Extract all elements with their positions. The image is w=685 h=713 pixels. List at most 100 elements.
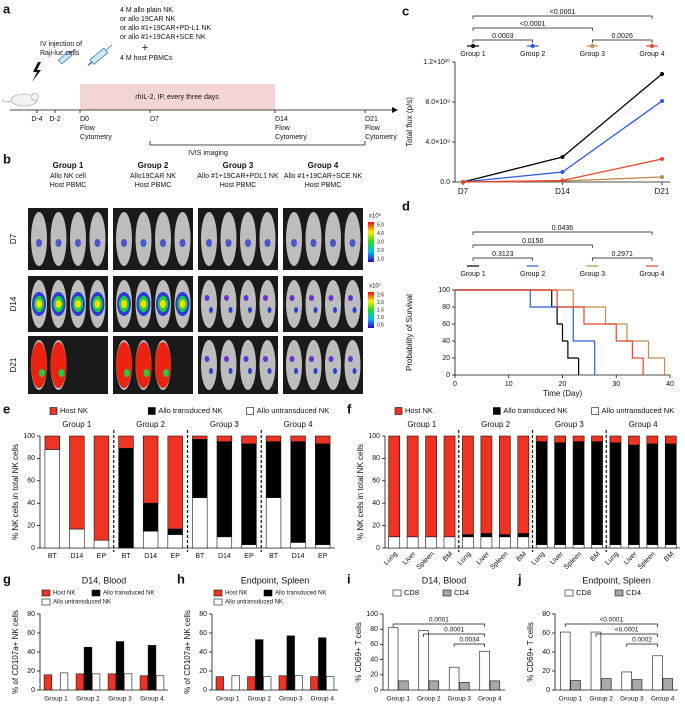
scale-tick: 1.0: [377, 315, 384, 321]
signal: [328, 356, 334, 362]
bar-segment: [535, 441, 548, 545]
legend-swatch: [614, 589, 624, 597]
flow-label: Flow: [275, 125, 291, 132]
y-tick-label: 8.0×10⁹: [425, 99, 450, 106]
x-tick-label: Liver: [475, 550, 491, 566]
y-tick-label: 40: [199, 649, 207, 656]
comparison-label: 0.0002: [632, 637, 652, 644]
x-tick-label: Group 3: [448, 696, 472, 703]
x-tick-label: Group 1: [387, 696, 411, 703]
legend-label: Allo transduced NK: [503, 406, 567, 415]
signal: [75, 300, 81, 308]
group-line: Allo #1+19CAR+PDL1 NK: [197, 173, 279, 180]
bar-segment: [517, 435, 530, 534]
signal: [160, 239, 166, 247]
signal: [310, 239, 317, 247]
signal: [309, 356, 314, 362]
x-tick-label: D14: [555, 187, 570, 196]
comparison-bracket: [591, 257, 653, 261]
bar-segment: [167, 435, 183, 530]
bar: [590, 631, 602, 691]
bar-segment: [517, 536, 530, 549]
bar-segment: [425, 536, 437, 549]
mouse: [259, 280, 276, 328]
signal: [31, 342, 47, 388]
group-name: Group 2: [138, 161, 169, 170]
bar-segment: [93, 435, 110, 541]
legend-marker: [590, 44, 595, 48]
pbmc-text: 4 M host PBMCs: [120, 55, 173, 62]
y-tick-label: 20: [372, 522, 380, 529]
scale-unit: x10⁵: [369, 213, 382, 220]
bar: [43, 674, 53, 691]
signal: [58, 369, 65, 377]
y-tick-label: 20: [370, 672, 378, 679]
bar-segment: [290, 542, 306, 549]
signal: [204, 295, 210, 301]
signal: [289, 356, 295, 362]
survival-step: [567, 341, 579, 359]
x-tick-label: Group 4: [311, 696, 335, 703]
bar: [147, 645, 157, 691]
point: [660, 175, 664, 179]
bar: [652, 655, 663, 691]
signal: [309, 295, 314, 301]
scale-tick: 2.0: [377, 300, 384, 306]
group-label: Group 1: [407, 420, 436, 429]
x-tick-label: EP: [171, 553, 181, 560]
comparison-bracket: [472, 244, 593, 248]
y-tick-label: 60: [442, 321, 450, 328]
signal: [328, 295, 334, 301]
mouse: [220, 280, 237, 328]
bar: [448, 666, 460, 691]
colorbar: [368, 292, 374, 328]
comparison-bracket: [591, 39, 653, 43]
panel-label: h: [177, 571, 185, 586]
bar-segment: [44, 449, 60, 549]
bar: [91, 673, 101, 691]
signal: [50, 342, 67, 388]
bar: [398, 680, 409, 691]
point: [560, 155, 565, 159]
y-tick-label: 0.0: [440, 179, 450, 186]
group-label: Group 1: [62, 420, 91, 429]
legend-marker: [650, 44, 654, 48]
y-tick-label: 20: [27, 522, 35, 529]
y-tick-label: 80: [372, 455, 380, 462]
legend-swatch: [41, 598, 51, 606]
group-line: Host PBMC: [50, 182, 87, 189]
x-tick-label: Group 4: [478, 696, 502, 703]
legend-swatch: [394, 407, 403, 415]
x-tick-label: D21: [655, 187, 670, 196]
bar: [139, 675, 149, 691]
y-axis-label: % NK cells in total NK cells: [11, 444, 20, 540]
panel-label: i: [347, 571, 351, 586]
injection-text: Raji-luc cells: [40, 50, 80, 57]
bar-segment: [315, 544, 331, 549]
bar-segment: [290, 441, 306, 543]
chart-title: Endpoint, Spleen: [582, 575, 651, 585]
bar-segment: [499, 536, 511, 549]
signal: [135, 342, 152, 388]
bar-segment: [142, 502, 159, 532]
signal: [36, 239, 42, 247]
point: [660, 72, 664, 76]
flow-label: Flow: [365, 125, 381, 132]
day-label: D-4: [31, 116, 42, 123]
bar-segment: [315, 443, 331, 545]
bar-segment: [241, 443, 257, 545]
legend-label: CD8: [404, 588, 419, 597]
y-tick-label: 80: [27, 611, 35, 618]
comparison-label: <0.0001: [615, 627, 639, 634]
row-label: D14: [9, 296, 18, 311]
signal: [140, 239, 147, 247]
survival-step: [626, 324, 649, 342]
bar-segment: [462, 435, 474, 535]
bar-segment: [93, 539, 110, 549]
bar: [231, 675, 240, 691]
signal: [330, 239, 336, 247]
bar-segment: [664, 443, 677, 545]
group-label: Group 3: [210, 420, 239, 429]
bar-segment: [554, 435, 566, 444]
y-tick-label: 0: [374, 687, 378, 694]
